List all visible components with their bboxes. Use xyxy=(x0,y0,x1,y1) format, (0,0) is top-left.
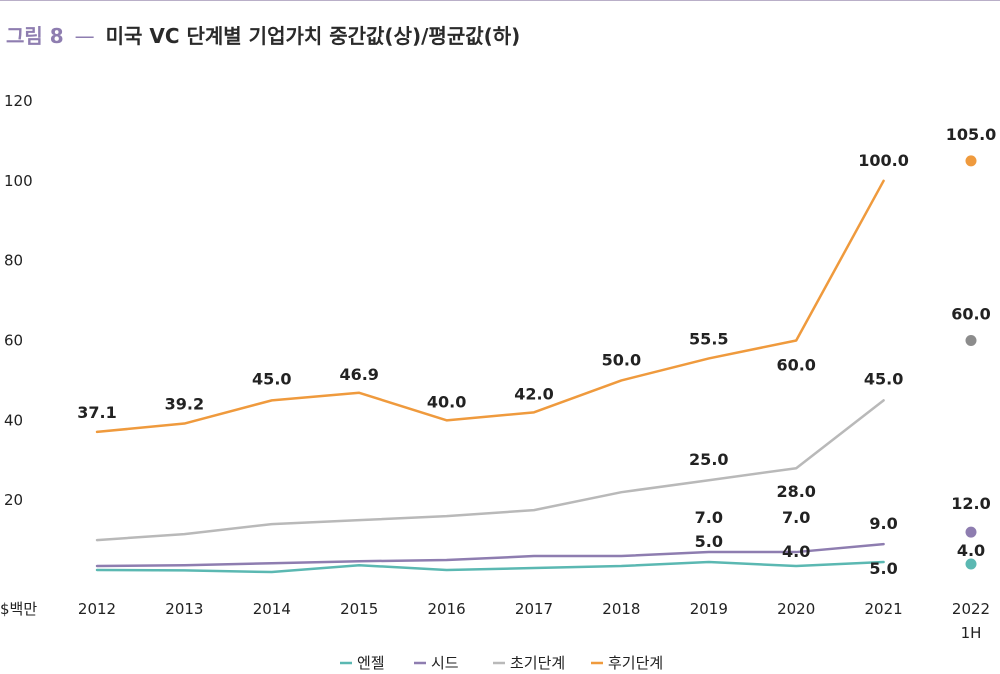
series-line-angel xyxy=(95,560,885,574)
data-label-angel: 5.0 xyxy=(695,532,723,551)
data-label-late: 39.2 xyxy=(165,395,204,414)
x-tick-label: 2017 xyxy=(515,600,553,618)
top-divider xyxy=(0,0,1000,1)
data-label-late: 100.0 xyxy=(858,151,909,170)
data-label-seed: 9.0 xyxy=(869,514,897,533)
x-tick-label: 2013 xyxy=(165,600,203,618)
y-tick-label: 100 xyxy=(4,172,33,190)
data-label-early: 45.0 xyxy=(864,369,903,388)
legend-label-early: 초기단계 xyxy=(510,654,565,672)
y-tick-label: 60 xyxy=(4,332,23,350)
y-tick-label: 40 xyxy=(4,411,23,429)
chart-title: 그림 8 — 미국 VC 단계별 기업가치 중간값(상)/평균값(하) xyxy=(6,20,520,49)
title-text: 미국 VC 단계별 기업가치 중간값(상)/평균값(하) xyxy=(105,24,521,48)
x-tick-sublabel: 1H xyxy=(961,624,982,642)
data-label-early: 60.0 xyxy=(951,305,990,324)
data-label-late: 50.0 xyxy=(602,350,641,369)
data-label-angel: 4.0 xyxy=(957,541,985,560)
data-label-early: 25.0 xyxy=(689,450,728,469)
x-tick-label: 2016 xyxy=(428,600,466,618)
point-2022-late xyxy=(965,155,977,167)
data-label-late: 55.5 xyxy=(689,329,728,348)
legend-label-angel: 엔젤 xyxy=(357,654,385,672)
x-tick-label: 2012 xyxy=(78,600,116,618)
point-2022-early xyxy=(965,335,977,346)
x-tick-label: 2018 xyxy=(602,600,640,618)
y-tick-label: 80 xyxy=(4,252,23,270)
y-unit-label: $백만 xyxy=(0,600,37,618)
title-dash: — xyxy=(74,24,95,48)
legend-label-late: 후기단계 xyxy=(608,654,663,672)
x-tick-label: 2020 xyxy=(777,600,815,618)
data-label-angel: 5.0 xyxy=(869,559,897,578)
y-tick-label: 20 xyxy=(4,491,23,509)
point-2022-seed xyxy=(965,526,977,538)
data-label-late: 60.0 xyxy=(776,356,815,375)
data-label-late: 45.0 xyxy=(252,369,291,388)
x-tick-label: 2015 xyxy=(340,600,378,618)
data-label-angel: 4.0 xyxy=(782,542,810,561)
legend-label-seed: 시드 xyxy=(431,654,459,672)
series-line-late xyxy=(95,179,885,434)
data-label-late: 105.0 xyxy=(946,125,997,144)
x-tick-label: 2014 xyxy=(253,600,291,618)
x-tick-label: 2022 xyxy=(952,600,990,618)
y-tick-label: 120 xyxy=(4,92,33,110)
x-tick-label: 2021 xyxy=(865,600,903,618)
data-label-late: 40.0 xyxy=(427,392,466,411)
data-label-late: 46.9 xyxy=(339,365,378,384)
data-label-seed: 7.0 xyxy=(695,508,723,527)
x-tick-label: 2019 xyxy=(690,600,728,618)
point-2022-angel xyxy=(965,558,977,570)
series-line-seed xyxy=(95,542,885,568)
data-label-seed: 12.0 xyxy=(951,494,990,513)
figure-number: 그림 8 xyxy=(6,24,64,48)
data-label-early: 28.0 xyxy=(776,482,815,501)
data-label-seed: 7.0 xyxy=(782,508,810,527)
data-label-late: 37.1 xyxy=(77,403,116,422)
series-line-early xyxy=(95,399,885,542)
data-label-late: 42.0 xyxy=(514,384,553,403)
